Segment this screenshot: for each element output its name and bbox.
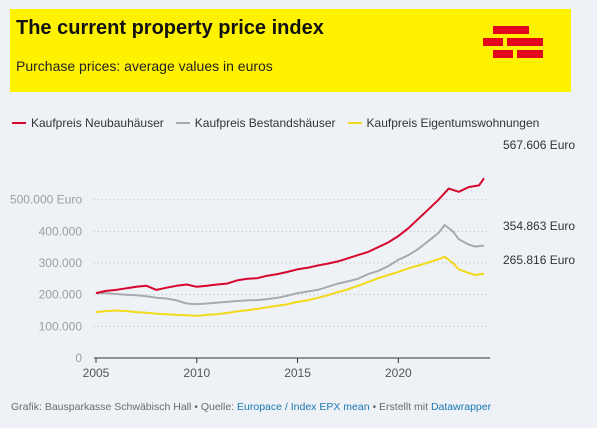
end-value-label: 567.606 Euro	[503, 138, 575, 152]
footer-credit: Grafik: Bausparkasse Schwäbisch Hall • Q…	[11, 401, 238, 413]
chart-footer: Grafik: Bausparkasse Schwäbisch Hall • Q…	[11, 401, 491, 413]
chart-header: The current property price index Purchas…	[10, 9, 571, 92]
legend-swatch	[175, 122, 190, 124]
footer-middle: • Erstellt mit	[369, 401, 431, 413]
y-tick-label: 500.000 Euro	[10, 193, 82, 207]
chart-title: The current property price index	[16, 17, 324, 39]
legend-label: Kaufpreis Neubauhäuser	[31, 116, 164, 130]
y-tick-label: 300.000	[39, 256, 83, 270]
y-tick-label: 200.000	[39, 288, 83, 302]
end-value-label: 265.816 Euro	[503, 253, 575, 267]
legend-item-bestandshaeuser: Kaufpreis Bestandshäuser	[175, 116, 336, 130]
logo-brick	[507, 38, 543, 46]
datawrapper-link[interactable]: Datawrapper	[430, 401, 492, 413]
x-tick-label: 2005	[83, 366, 110, 380]
y-tick-label: 0	[75, 351, 82, 365]
y-tick-label: 400.000	[39, 224, 83, 238]
series-line-2	[95, 255, 485, 317]
legend-item-eigentumswohnungen: Kaufpreis Eigentumswohnungen	[347, 116, 540, 130]
schwaebisch-hall-logo-icon	[483, 26, 543, 58]
series-line-1	[96, 224, 485, 306]
series-line-0	[95, 177, 485, 295]
legend-label: Kaufpreis Eigentumswohnungen	[366, 116, 540, 130]
logo-brick	[483, 38, 503, 46]
x-tick-label: 2010	[183, 366, 210, 380]
chart-legend: Kaufpreis Neubauhäuser Kaufpreis Bestand…	[12, 116, 539, 130]
x-tick-label: 2020	[385, 366, 412, 380]
logo-brick	[493, 50, 513, 58]
chart-subtitle: Purchase prices: average values in euros	[16, 58, 273, 74]
legend-swatch	[12, 122, 26, 124]
legend-label: Kaufpreis Bestandshäuser	[194, 116, 336, 130]
logo-brick	[517, 50, 543, 58]
legend-item-neubauhaeuser: Kaufpreis Neubauhäuser	[12, 116, 164, 130]
end-value-label: 354.863 Euro	[503, 219, 575, 233]
legend-swatch	[347, 122, 362, 124]
x-tick-label: 2015	[284, 366, 311, 380]
logo-brick	[493, 26, 529, 34]
source-link[interactable]: Europace / Index EPX mean	[237, 401, 370, 413]
y-tick-label: 100.000	[39, 319, 83, 333]
